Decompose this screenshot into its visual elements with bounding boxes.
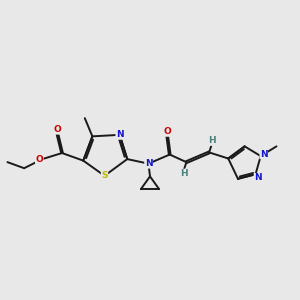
Text: O: O <box>35 154 43 164</box>
Text: H: H <box>208 136 215 146</box>
Text: N: N <box>116 130 124 139</box>
Text: H: H <box>180 169 188 178</box>
Text: S: S <box>101 171 108 180</box>
Text: O: O <box>164 127 171 136</box>
Text: N: N <box>260 150 268 159</box>
Text: N: N <box>254 173 262 182</box>
Text: O: O <box>54 125 61 134</box>
Text: N: N <box>145 159 152 168</box>
